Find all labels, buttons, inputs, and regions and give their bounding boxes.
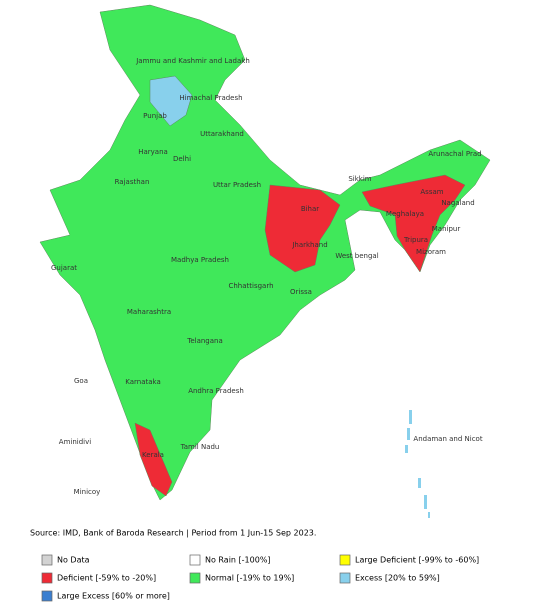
region-label: Telangana xyxy=(186,337,223,345)
region-deficient xyxy=(264,184,341,273)
legend-swatch xyxy=(41,572,53,584)
region-label: Tamil Nadu xyxy=(180,443,220,451)
region-label: Nagaland xyxy=(441,199,474,207)
legend-swatch xyxy=(41,590,53,602)
region-label: Maharashtra xyxy=(127,308,171,316)
legend-label: No Rain [-100%] xyxy=(205,556,271,565)
legend-label: Large Deficient [-99% to -60%] xyxy=(355,556,479,565)
region-excess xyxy=(149,75,193,127)
legend-label: No Data xyxy=(57,556,90,565)
region-label: Goa xyxy=(74,377,88,385)
region-label: Jharkhand xyxy=(291,241,327,249)
region-label: Madhya Pradesh xyxy=(171,256,229,264)
region-label: West bengal xyxy=(335,252,378,260)
region-label: Uttar Pradesh xyxy=(213,181,261,189)
region-label: Andaman and Nicot xyxy=(413,435,482,443)
region-label: Orissa xyxy=(290,288,312,296)
region-label: Mizoram xyxy=(416,248,446,256)
region-label: Delhi xyxy=(173,155,191,163)
region-deficient xyxy=(134,422,173,497)
region-label: Minicoy xyxy=(74,488,101,496)
legend-label: Deficient [-59% to -20%] xyxy=(57,574,156,583)
region-deficient xyxy=(361,174,466,273)
region-label: Bihar xyxy=(301,205,319,213)
region-label: Tripura xyxy=(403,236,428,244)
legend-swatch xyxy=(339,572,351,584)
region-label: Meghalaya xyxy=(386,210,424,218)
region-label: Andhra Pradesh xyxy=(188,387,244,395)
region-label: Himachal Pradesh xyxy=(179,94,242,102)
legend-swatch xyxy=(189,554,201,566)
legend-swatch xyxy=(339,554,351,566)
legend-label: Large Excess [60% or more] xyxy=(57,592,170,601)
region-label: Karnataka xyxy=(125,378,161,386)
legend-swatch xyxy=(41,554,53,566)
region-label: Jammu and Kashmir and Ladakh xyxy=(135,57,250,65)
region-label: Manipur xyxy=(432,225,461,233)
region-label: Aminidivi xyxy=(59,438,91,446)
region-label: Uttarakhand xyxy=(200,130,244,138)
region-label: Chhattisgarh xyxy=(228,282,273,290)
region-label: Haryana xyxy=(138,148,168,156)
source-note: Source: IMD, Bank of Baroda Research | P… xyxy=(30,529,316,538)
region-label: Sikkim xyxy=(348,175,371,183)
region-label: Arunachal Prad xyxy=(428,150,481,158)
legend-label: Normal [-19% to 19%] xyxy=(205,574,294,583)
legend-label: Excess [20% to 59%] xyxy=(355,574,440,583)
region-label: Assam xyxy=(420,188,443,196)
legend-swatch xyxy=(189,572,201,584)
region-normal xyxy=(39,4,491,501)
region-label: Gujarat xyxy=(51,264,77,272)
region-label: Rajasthan xyxy=(115,178,150,186)
islands xyxy=(405,410,430,518)
region-label: Punjab xyxy=(143,112,167,120)
region-label: Kerala xyxy=(142,451,164,459)
